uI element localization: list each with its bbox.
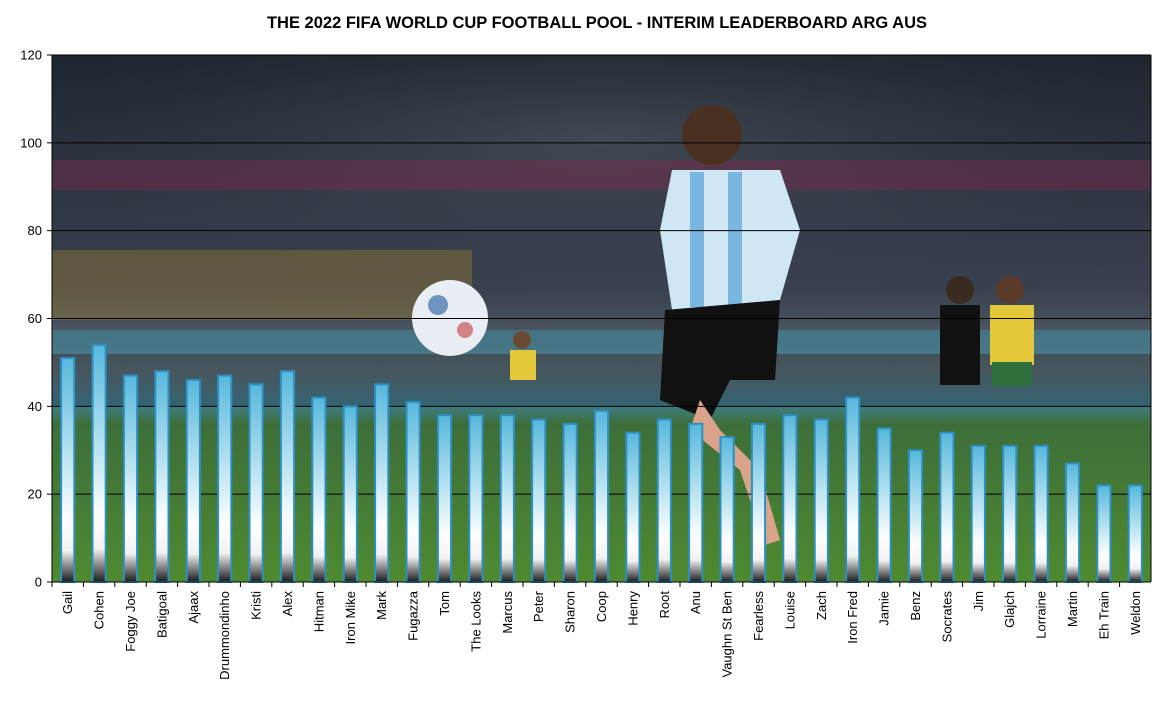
x-tick-label: Drummondinho — [217, 591, 232, 680]
bar — [1096, 484, 1112, 583]
y-tick-label: 20 — [28, 487, 42, 502]
bar — [907, 449, 924, 583]
x-tick-label: Henry — [625, 591, 640, 626]
x-tick-label: Glajch — [1002, 591, 1017, 628]
x-tick-label: The Looks — [468, 591, 483, 652]
bar — [876, 427, 892, 583]
bar — [154, 370, 170, 584]
bar — [1064, 462, 1081, 583]
y-tick-label: 60 — [28, 311, 42, 326]
bar — [122, 374, 139, 584]
bar — [531, 418, 547, 583]
y-tick-label: 80 — [28, 223, 42, 238]
x-tick-label: Anu — [688, 591, 703, 614]
bar — [625, 431, 641, 583]
bar — [342, 405, 358, 584]
x-tick-label: Jamie — [877, 591, 892, 626]
bar — [279, 370, 296, 584]
bar — [1127, 484, 1143, 583]
bars — [60, 343, 1143, 584]
bar — [562, 422, 578, 583]
x-tick-label: Ajaax — [186, 591, 201, 624]
x-tick-label: Kristi — [249, 591, 264, 620]
x-axis: Gail Cohen Foggy Joe Batigoal Ajaax Drummondi… — [51, 581, 1151, 680]
x-tick-label: Martin — [1065, 591, 1080, 627]
bar — [311, 396, 327, 583]
x-tick-label: Socrates — [939, 591, 954, 643]
bar — [374, 383, 390, 583]
x-tick-label: Eh Train — [1096, 591, 1111, 639]
x-tick-label: Batigoal — [154, 591, 169, 638]
x-tick-label: Vaughn St Ben — [720, 591, 735, 678]
x-tick-label: Jim — [971, 591, 986, 611]
bar — [217, 374, 233, 584]
x-tick-label: Mark — [374, 591, 389, 620]
x-tick-label: Tom — [437, 591, 452, 616]
bar — [185, 378, 201, 583]
y-tick-label: 120 — [20, 48, 42, 63]
x-tick-label: Hitman — [311, 591, 326, 632]
bar — [248, 383, 264, 583]
x-tick-label: Fugazza — [406, 590, 421, 641]
x-tick-label: Iron Fred — [845, 591, 860, 644]
x-tick-label: Benz — [908, 591, 923, 621]
x-tick-label: Root — [657, 591, 672, 619]
x-tick-label: Peter — [531, 590, 546, 622]
bar — [656, 418, 672, 583]
x-tick-label: Alex — [280, 591, 295, 617]
y-tick-label: 100 — [20, 135, 42, 150]
x-tick-label: Sharon — [563, 591, 578, 633]
bar — [60, 357, 76, 583]
x-tick-label: Weldon — [1128, 591, 1143, 635]
bar — [782, 414, 798, 583]
bar — [468, 414, 484, 583]
bar — [499, 414, 515, 583]
bar — [1002, 444, 1018, 583]
x-tick-label: Marcus — [500, 591, 515, 634]
x-tick-label: Foggy Joe — [123, 591, 138, 652]
bar — [845, 396, 861, 583]
y-tick-label: 40 — [28, 399, 42, 414]
bar — [1033, 444, 1049, 583]
x-tick-label: Lorraine — [1034, 591, 1049, 639]
bar — [939, 431, 955, 583]
y-tick-label: 0 — [35, 575, 42, 590]
y-axis: 0 20 40 60 80 100 120 — [20, 48, 1152, 590]
x-tick-label: Zach — [814, 591, 829, 620]
x-tick-label: Fearless — [751, 591, 766, 641]
x-tick-label: Cohen — [92, 591, 107, 629]
bar — [813, 418, 829, 583]
bar — [970, 444, 986, 583]
x-tick-label: Gail — [60, 591, 75, 614]
x-tick-label: Louise — [782, 591, 797, 629]
bar — [405, 400, 421, 584]
bar — [436, 414, 453, 583]
bar — [688, 422, 704, 583]
chart-title: THE 2022 FIFA WORLD CUP FOOTBALL POOL - … — [266, 14, 928, 32]
bar — [593, 409, 610, 583]
bar — [91, 343, 107, 583]
bar — [719, 436, 735, 584]
x-tick-label: Iron Mike — [343, 591, 358, 644]
bar — [750, 422, 767, 583]
x-tick-label: Coop — [594, 591, 609, 622]
